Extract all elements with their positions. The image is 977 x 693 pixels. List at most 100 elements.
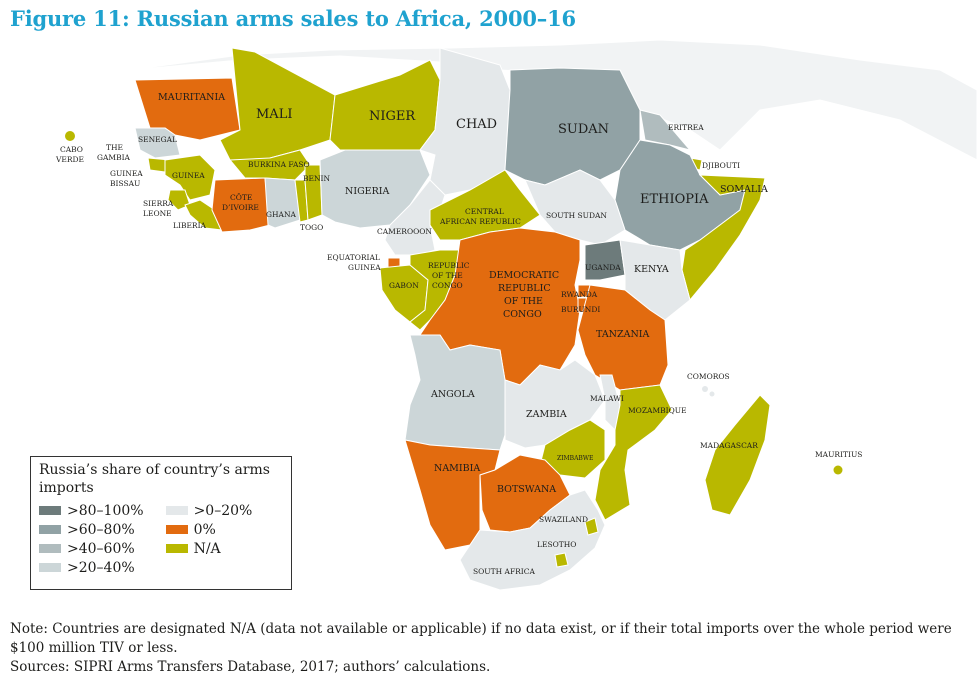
label-zimbabwe: ZIMBABWE (557, 455, 593, 462)
label-congo-2: OF THE (432, 271, 463, 280)
label-zambia: ZAMBIA (526, 409, 567, 420)
legend-label: >40–60% (67, 540, 135, 557)
legend-label: >0–20% (193, 502, 253, 519)
label-liberia: LIBERIA (173, 221, 207, 230)
legend-item: >0–20% (165, 501, 253, 520)
country-comoros-2 (709, 391, 715, 397)
label-car-1: CENTRAL (465, 207, 504, 216)
legend-swatch (39, 563, 61, 572)
label-sierra-leone-2: LEONE (143, 209, 172, 218)
label-mozambique: MOZAMBIQUE (628, 406, 687, 415)
legend-title: Russia’s share of country’s arms imports (39, 462, 270, 496)
label-madagascar: MADAGASCAR (700, 441, 758, 450)
label-namibia: NAMIBIA (434, 463, 480, 474)
label-guinea-bissau-1: GUINEA (110, 169, 143, 178)
label-burkina-faso: BURKINA FASO (248, 160, 310, 169)
label-mali: MALI (256, 107, 292, 122)
country-lesotho (554, 552, 569, 568)
country-south-africa (459, 489, 606, 591)
label-cameroon: CAMEROOON (377, 227, 432, 236)
legend-swatch (39, 525, 61, 534)
label-cote-divoire-1: CÔTE (230, 193, 252, 202)
label-sudan: SUDAN (558, 122, 609, 137)
country-swaziland (584, 517, 599, 536)
label-angola: ANGOLA (430, 389, 475, 400)
country-guinea (164, 154, 216, 201)
label-chad: CHAD (456, 117, 497, 132)
label-congo-3: CONGO (432, 281, 463, 290)
legend-item: >40–60% (39, 539, 144, 558)
country-south-sudan (524, 169, 626, 246)
label-gambia-2: GAMBIA (97, 153, 131, 162)
country-benin (304, 164, 323, 221)
label-benin: BENIN (303, 174, 331, 183)
label-nigeria: NIGERIA (345, 186, 389, 197)
label-cabo-verde-2: VERDE (55, 155, 84, 164)
figure-notes: Note: Countries are designated N/A (data… (10, 620, 970, 677)
legend-swatch (39, 506, 61, 515)
label-uganda: UGANDA (585, 263, 621, 272)
label-south-africa: SOUTH AFRICA (473, 567, 536, 576)
note-text: Note: Countries are designated N/A (data… (10, 621, 952, 656)
label-botswana: BOTSWANA (497, 484, 556, 495)
label-rwanda: RWANDA (561, 290, 598, 299)
label-congo-1: REPUBLIC (428, 261, 470, 270)
label-eritrea: ERITREA (668, 123, 704, 132)
label-lesotho: LESOTHO (537, 540, 576, 549)
label-gambia-1: THE (106, 143, 123, 152)
legend-item: N/A (165, 539, 253, 558)
label-djibouti: DJIBOUTI (702, 161, 740, 170)
label-south-sudan: SOUTH SUDAN (546, 211, 607, 220)
label-somalia: SOMALIA (720, 184, 768, 195)
label-mauritius: MAURITIUS (815, 450, 862, 459)
label-burundi: BURUNDI (561, 305, 600, 314)
legend-label: >60–80% (67, 521, 135, 538)
country-mauritius (833, 465, 843, 475)
country-eritrea (639, 109, 692, 151)
country-burkina-faso (228, 149, 311, 181)
legend-label: >80–100% (67, 502, 144, 519)
legend-label: 0% (193, 521, 216, 538)
label-mauritania: MAURITANIA (158, 92, 225, 103)
legend-swatch (165, 506, 188, 515)
legend-item: 0% (165, 520, 253, 539)
africa-map: MAURITANIA MALI NIGER CHAD SUDAN ERITREA… (55, 39, 977, 591)
country-uganda (584, 239, 626, 281)
legend-item: >20–40% (39, 558, 144, 577)
country-niger (329, 59, 441, 151)
map-legend: Russia’s share of country’s arms imports… (30, 456, 292, 590)
legend-label: >20–40% (67, 559, 135, 576)
country-zambia (504, 359, 606, 449)
label-malawi: MALAWI (590, 394, 624, 403)
label-senegal: SENEGAL (138, 135, 177, 144)
label-ethiopia: ETHIOPIA (640, 192, 709, 207)
legend-swatch (39, 544, 61, 553)
legend-swatch (165, 525, 188, 534)
label-drc-3: OF THE (504, 296, 543, 307)
label-eq-guinea-1: EQUATORIAL (327, 253, 380, 262)
country-cabo-verde (65, 131, 75, 141)
label-swaziland: SWAZILAND (539, 515, 588, 524)
label-ghana: GHANA (266, 210, 297, 219)
label-eq-guinea-2: GUINEA (348, 263, 381, 272)
figure-title: Figure 11: Russian arms sales to Africa,… (10, 6, 576, 31)
legend-swatch (165, 544, 188, 553)
label-kenya: KENYA (634, 264, 669, 275)
country-congo (409, 249, 461, 331)
country-ghana (264, 177, 301, 229)
label-cabo-verde-1: CABO (60, 145, 83, 154)
legend-item: >60–80% (39, 520, 144, 539)
label-drc-1: DEMOCRATIC (489, 270, 559, 281)
country-mozambique (594, 384, 673, 521)
country-comoros-1 (702, 386, 708, 392)
country-madagascar (704, 394, 771, 516)
label-niger: NIGER (369, 109, 416, 124)
legend-item: >80–100% (39, 501, 144, 520)
legend-label: N/A (193, 540, 221, 557)
label-guinea: GUINEA (172, 171, 205, 180)
label-comoros: COMOROS (687, 372, 730, 381)
label-car-2: AFRICAN REPUBLIC (439, 217, 521, 226)
label-sierra-leone-1: SIERRA (143, 199, 174, 208)
country-namibia (404, 439, 501, 551)
country-senegal (134, 127, 181, 159)
